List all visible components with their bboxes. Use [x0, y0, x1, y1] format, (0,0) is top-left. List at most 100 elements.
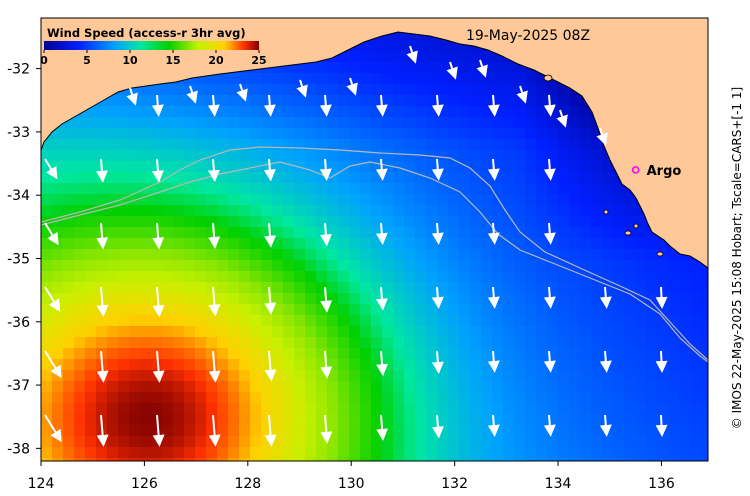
wind-arrow — [376, 414, 389, 441]
wind-arrow — [487, 94, 500, 117]
wind-arrow — [599, 414, 612, 437]
x-axis: 124 126 128 130 132 134 136 — [28, 461, 675, 492]
wind-arrow — [151, 158, 164, 183]
wind-arrow — [207, 94, 220, 117]
timestamp-label: 19-May-2025 08Z — [466, 28, 590, 44]
x-tick-label: 128 — [234, 476, 261, 492]
wind-arrow — [446, 61, 458, 80]
wind-arrow — [543, 222, 556, 245]
y-tick-label: -34 — [7, 188, 30, 204]
wind-arrow — [487, 286, 500, 309]
wind-arrow — [96, 222, 109, 250]
wind-arrow — [556, 109, 568, 128]
wind-arrow — [296, 79, 308, 98]
wind-arrow — [599, 286, 612, 309]
wind-arrow — [431, 94, 444, 117]
wind-arrow — [126, 87, 138, 106]
wind-arrow — [431, 350, 444, 374]
y-tick-label: -37 — [7, 378, 30, 394]
argo-marker: Argo — [631, 164, 682, 179]
wind-arrow — [376, 350, 389, 377]
wind-arrow — [375, 94, 388, 117]
wind-arrow — [599, 350, 612, 373]
wind-arrow — [406, 45, 418, 64]
wind-arrow — [487, 350, 500, 373]
wind-arrow — [152, 414, 165, 447]
x-tick-label: 132 — [441, 476, 468, 492]
wind-arrow — [207, 158, 220, 183]
wind-arrow — [655, 286, 668, 309]
wind-arrow — [487, 414, 500, 437]
x-tick-label: 134 — [545, 476, 572, 492]
wind-arrow — [96, 350, 109, 383]
x-tick-label: 130 — [338, 476, 365, 492]
credit-label: © IMOS 22-May-2025 15:08 Hobart; Tscale=… — [730, 87, 744, 429]
wind-arrow — [516, 85, 528, 104]
wind-arrow — [487, 158, 500, 181]
y-tick-label: -32 — [7, 62, 30, 78]
wind-arrow — [543, 94, 556, 117]
wind-arrow — [44, 286, 61, 312]
isobath-contours — [41, 146, 708, 363]
y-tick-label: -36 — [7, 315, 30, 331]
wind-arrow — [44, 350, 62, 379]
x-tick-label: 126 — [131, 476, 158, 492]
plot-frame — [40, 17, 709, 462]
colorbar-ticks: 0 5 10 15 20 25 — [40, 50, 267, 67]
wind-arrow — [152, 286, 165, 318]
colorbar-tick-label: 10 — [122, 54, 138, 67]
colorbar-tick-label: 5 — [83, 54, 91, 67]
wind-arrow — [95, 158, 108, 183]
wind-arrow — [208, 350, 221, 383]
wind-arrow — [431, 158, 444, 181]
wind-arrows — [44, 45, 668, 447]
colorbar-gradient — [44, 41, 259, 50]
wind-arrow — [320, 286, 333, 313]
wind-arrow — [375, 286, 388, 311]
wind-arrow — [264, 350, 277, 382]
colorbar-tick-label: 15 — [165, 54, 180, 67]
wind-arrow — [208, 222, 221, 249]
wind-arrow — [431, 414, 444, 439]
wind-arrow — [431, 286, 444, 310]
y-tick-label: -33 — [7, 125, 30, 141]
colorbar-tick-label: 0 — [40, 54, 48, 67]
wind-arrow — [152, 222, 165, 250]
colorbar-tick-label: 20 — [208, 54, 224, 67]
wind-arrow — [263, 94, 276, 117]
wind-arrow — [44, 158, 58, 180]
wind-arrow — [346, 77, 358, 96]
colorbar-tick-label: 25 — [251, 54, 266, 67]
wind-arrow — [96, 286, 109, 318]
wind-arrow — [431, 222, 444, 245]
x-tick-label: 124 — [28, 476, 55, 492]
wind-arrow — [487, 222, 500, 245]
wind-arrow — [208, 286, 221, 317]
argo-marker-icon — [631, 166, 640, 174]
wind-arrow — [96, 414, 109, 447]
wind-arrow — [263, 158, 276, 182]
wind-arrow — [543, 286, 556, 309]
colorbar-title: Wind Speed (access-r 3hr avg) — [47, 26, 246, 40]
wind-arrow — [543, 414, 556, 437]
y-tick-label: -35 — [7, 251, 30, 267]
wind-arrow — [543, 158, 556, 181]
wind-arrow — [375, 222, 388, 246]
argo-label: Argo — [647, 164, 682, 179]
wind-arrow — [319, 158, 332, 181]
y-tick-label: -38 — [7, 441, 30, 457]
wind-arrow — [264, 222, 277, 248]
x-tick-label: 136 — [648, 476, 675, 492]
wind-arrow — [320, 350, 333, 379]
wind-arrow — [596, 127, 608, 146]
wind-arrow — [264, 414, 277, 447]
wind-arrow — [319, 222, 332, 247]
colorbar: Wind Speed (access-r 3hr avg) 0 5 10 15 20 25 — [40, 26, 266, 67]
wind-arrow — [44, 222, 59, 246]
wind-arrow — [543, 350, 556, 373]
wind-arrow — [151, 94, 164, 117]
wind-arrow — [236, 83, 248, 102]
wind-arrow — [320, 414, 333, 444]
wind-arrow — [264, 286, 277, 315]
